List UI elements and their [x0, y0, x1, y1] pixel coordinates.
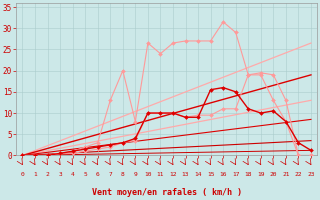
X-axis label: Vent moyen/en rafales ( km/h ): Vent moyen/en rafales ( km/h ) [92, 188, 242, 197]
